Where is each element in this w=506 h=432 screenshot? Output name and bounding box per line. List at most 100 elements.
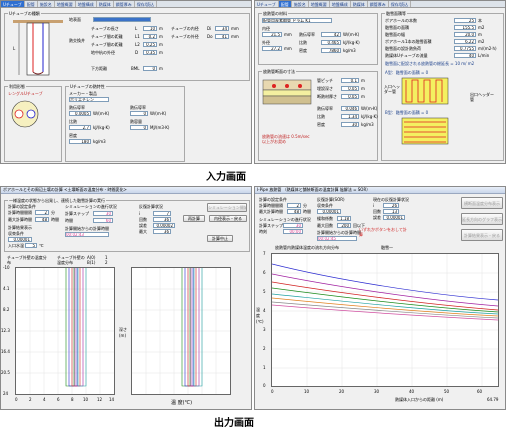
insulation-density-field[interactable]: 30 xyxy=(341,122,359,127)
cur-count-field: 13 xyxy=(383,209,399,214)
inlet-temp-field[interactable]: 5 xyxy=(25,243,37,248)
per-borehole-area-field[interactable]: 6.22 xyxy=(454,39,476,44)
step-field: 30 xyxy=(93,211,113,216)
window-pipe-output: I-Pipe 放熱管 （熱媒体と舗装断面の温度計算 陰解法 = SOR） 計算の… xyxy=(254,186,506,410)
max-time-field[interactable]: 48 xyxy=(35,217,49,222)
tab-u-tube[interactable]: Uチューブ xyxy=(255,1,279,7)
caption-input: 入力画面 xyxy=(206,172,246,183)
group-pipe-material: 放熱管の材料 配管用炭素鋼管 ドラム K1 内径 21.5 mm 外径 27.2… xyxy=(258,11,378,65)
plot-flow-lines xyxy=(271,254,499,386)
maker-select[interactable]: ポリエチレン xyxy=(69,97,109,102)
plot-right-lines xyxy=(132,268,230,394)
interval-field[interactable]: 2 xyxy=(287,203,301,208)
res-count-field: 36 xyxy=(153,217,171,222)
tab-pipe[interactable]: 配管 xyxy=(278,1,292,7)
time-field: 00:00 xyxy=(283,229,303,234)
window-pipe-input: Uチューブ 配管 施設名 地盤概要 地盤構成 熱媒体 鋼管厚み 保存/読込 放熱… xyxy=(254,0,506,164)
convergence-field[interactable]: 0.00001 xyxy=(8,237,32,242)
tube-length-field[interactable]: 10 xyxy=(143,26,157,31)
layout-pattern-b xyxy=(401,117,449,145)
tab-steel-thickness[interactable]: 鋼管厚み xyxy=(368,1,389,7)
insulation-specific-heat-field[interactable]: 1.34 xyxy=(341,114,359,119)
tab-ground-layers[interactable]: 地盤構成 xyxy=(330,1,351,7)
conductivity-field[interactable]: 0.0005 xyxy=(69,111,91,116)
cross-section-display-button[interactable]: 横断面温度分布表示 xyxy=(461,197,503,209)
title-bar: ボアホールとその周辺土壌の計算 <土壌断面の温度分布 - 時間変化> xyxy=(1,187,251,194)
bottom-distance-field[interactable]: 0 xyxy=(143,66,157,71)
result-back-button[interactable]: 計算結果表示・戻る xyxy=(461,229,503,241)
max-iter-field[interactable]: 200 xyxy=(337,223,351,228)
tube-distance1-field[interactable]: 0.2 xyxy=(143,34,157,39)
svg-text:L: L xyxy=(13,46,16,51)
group-u-tube-heat: Uチューブの熱特性 メーカー・製品 ポリエチレン 熱伝導率 0.0005 W/(… xyxy=(65,84,185,162)
group-sim-control: 一様温度の状態から出発し、連続した融雪計算の実行 計算の設定条件 計算時間間隔 … xyxy=(4,198,250,252)
tab-facility[interactable]: 施設名 xyxy=(292,1,309,7)
elapsed-field: 60 xyxy=(93,218,113,223)
pipe-material-select[interactable]: 配管用炭素鋼管 ドラム K1 xyxy=(262,18,332,23)
interval-field[interactable]: 2 xyxy=(35,210,49,215)
elapsed-field: 00:02:45 xyxy=(317,236,357,241)
tube-outer-diameter-field[interactable]: 41 xyxy=(215,34,229,39)
res-error-field: 0.00002 xyxy=(153,223,175,228)
tube-inner-diameter-field[interactable]: 34 xyxy=(215,26,229,31)
recalc-button[interactable]: 再計算 xyxy=(183,215,205,222)
tab-ground-overview[interactable]: 地盤概要 xyxy=(55,1,76,7)
window-title: I-Pipe 放熱管 （熱媒体と舗装断面の温度計算 陰解法 = SOR） xyxy=(257,187,371,192)
melt-area-field[interactable]: 155.5 xyxy=(454,25,476,30)
group-use-form: 利用形態 レングルUチューブ xyxy=(4,84,62,162)
tab-save-load[interactable]: 保存/読込 xyxy=(389,1,412,7)
cross-section-diagram xyxy=(11,100,39,128)
cur-i-field: 26 xyxy=(383,203,399,208)
inner-display-button[interactable]: 内径表示・戻る xyxy=(209,215,247,222)
tab-heat-medium[interactable]: 熱媒体 xyxy=(351,1,368,7)
tab-steel-thickness[interactable]: 鋼管厚み xyxy=(114,1,135,7)
relaxation-field[interactable]: 1.18 xyxy=(337,216,351,221)
window-title: ボアホールとその周辺土壌の計算 <土壌断面の温度分布 - 時間変化> xyxy=(3,187,127,192)
pipe-section-diagram xyxy=(262,79,312,105)
pipe-conductivity-field[interactable]: 0 xyxy=(130,111,148,116)
tab-ground-overview[interactable]: 地盤概要 xyxy=(309,1,330,7)
pipe-inner-diameter-field[interactable]: 21.5 xyxy=(262,32,282,37)
group-tube-type: Uチューブの種類 L 地表面 熱交換井 チューブの長さ L 10 m チューブ間… xyxy=(4,11,250,81)
flow-rate-field[interactable]: 40 xyxy=(454,53,476,58)
tab-bar: Uチューブ 配管 施設名 地盤概要 地盤構成 熱媒体 鋼管厚み 保存/読込 xyxy=(1,1,251,8)
stop-calc-button[interactable]: 計算中止 xyxy=(207,235,233,242)
pipe-pitch-field[interactable]: 0.1 xyxy=(341,78,359,83)
specific-heat-field[interactable]: 2.7 xyxy=(69,125,91,130)
tab-heat-medium[interactable]: 熱媒体 xyxy=(97,1,114,7)
tab-ground-layers[interactable]: 地盤構成 xyxy=(76,1,97,7)
group-pipe-dimensions: 放熱管断面の寸法 管ピッチ 0.1 m 埋設深さ 0.05 m 断熱材厚さ 0.… xyxy=(258,69,378,161)
pipe-heat-capacity-field[interactable]: 0 xyxy=(130,125,148,130)
pipe-outer-diameter-field[interactable]: 27.2 xyxy=(262,46,282,51)
tube-type-select[interactable] xyxy=(93,17,151,22)
layout-pattern-a xyxy=(401,77,449,105)
plot-right-temperature xyxy=(131,267,231,395)
cur-error-field: 0.00001 xyxy=(383,215,405,220)
pipe-density-field[interactable]: 7860 xyxy=(321,48,341,53)
tab-u-tube[interactable]: Uチューブ xyxy=(1,1,25,7)
pipe-specific-heat-field[interactable]: 0.465 xyxy=(321,40,341,45)
convergence-field[interactable]: 0.00001 xyxy=(317,209,341,214)
tab-facility[interactable]: 施設名 xyxy=(38,1,55,7)
tab-pipe[interactable]: 配管 xyxy=(25,1,38,7)
window-u-tube-input: Uチューブ 配管 施設名 地盤概要 地盤構成 熱媒体 鋼管厚み 保存/読込 Uチ… xyxy=(0,0,252,164)
borehole-count-field[interactable]: 25 xyxy=(454,18,476,23)
pile-diameter-field[interactable]: 0.35 xyxy=(143,50,157,55)
caption-output: 出力画面 xyxy=(214,418,254,429)
title-bar: I-Pipe 放熱管 （熱媒体と舗装断面の温度計算 陰解法 = SOR） xyxy=(255,187,505,194)
sim-start-button[interactable]: シミュレーション開始 xyxy=(207,203,247,212)
max-time-field[interactable]: 48 xyxy=(287,209,301,214)
plot-flow-temperature xyxy=(271,253,499,387)
insulation-conductivity-field[interactable]: 0.046 xyxy=(341,106,359,111)
burial-depth-field[interactable]: 0.05 xyxy=(341,86,359,91)
design-heat-load-field[interactable]: 0.7755 xyxy=(454,46,476,51)
graph-display-button[interactable]: 延長方向のグラフ表示 xyxy=(461,213,503,225)
window-borehole-output: ボアホールとその周辺土壌の計算 <土壌断面の温度分布 - 時間変化> 一様温度の… xyxy=(0,186,252,410)
tube-distance2-field[interactable]: 0.25 xyxy=(143,42,157,47)
tab-bar: Uチューブ 配管 施設名 地盤概要 地盤構成 熱媒体 鋼管厚み 保存/読込 xyxy=(255,1,505,8)
insulation-thickness-field[interactable]: 0.05 xyxy=(341,94,359,99)
pipe-conductivity-field[interactable]: 42 xyxy=(321,32,341,37)
density-field[interactable]: 180 xyxy=(69,139,91,144)
melt-width-field[interactable]: 20.0 xyxy=(454,32,476,37)
tab-save-load[interactable]: 保存/読込 xyxy=(135,1,158,7)
